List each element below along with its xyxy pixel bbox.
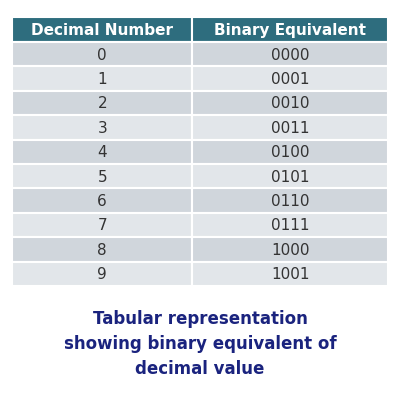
FancyBboxPatch shape [12, 140, 192, 164]
Text: 9: 9 [97, 267, 107, 282]
FancyBboxPatch shape [12, 189, 192, 213]
FancyBboxPatch shape [12, 213, 192, 238]
Text: Tabular representation
showing binary equivalent of
decimal value: Tabular representation showing binary eq… [64, 310, 336, 378]
FancyBboxPatch shape [192, 189, 388, 213]
FancyBboxPatch shape [192, 92, 388, 116]
Text: 1001: 1001 [271, 267, 310, 282]
FancyBboxPatch shape [192, 238, 388, 262]
FancyBboxPatch shape [192, 43, 388, 67]
Text: 1000: 1000 [271, 242, 310, 257]
Text: 0001: 0001 [271, 72, 310, 87]
FancyBboxPatch shape [12, 116, 192, 140]
Text: 2: 2 [98, 96, 107, 111]
FancyBboxPatch shape [12, 43, 192, 67]
Text: 6: 6 [97, 193, 107, 209]
FancyBboxPatch shape [192, 164, 388, 189]
FancyBboxPatch shape [12, 238, 192, 262]
Text: 0111: 0111 [271, 218, 310, 233]
FancyBboxPatch shape [192, 213, 388, 238]
Text: 3: 3 [97, 121, 107, 135]
Text: 7: 7 [98, 218, 107, 233]
FancyBboxPatch shape [192, 140, 388, 164]
Text: 0011: 0011 [271, 121, 310, 135]
FancyBboxPatch shape [192, 67, 388, 92]
Text: Decimal Number: Decimal Number [31, 23, 173, 38]
Text: 1: 1 [98, 72, 107, 87]
Text: 0101: 0101 [271, 169, 310, 184]
Text: 4: 4 [98, 145, 107, 160]
Text: 0010: 0010 [271, 96, 310, 111]
FancyBboxPatch shape [12, 92, 192, 116]
Text: 0000: 0000 [271, 47, 310, 63]
FancyBboxPatch shape [12, 164, 192, 189]
Text: 0100: 0100 [271, 145, 310, 160]
Text: 0: 0 [98, 47, 107, 63]
FancyBboxPatch shape [192, 116, 388, 140]
Text: 8: 8 [98, 242, 107, 257]
FancyBboxPatch shape [12, 18, 192, 43]
FancyBboxPatch shape [192, 18, 388, 43]
FancyBboxPatch shape [12, 67, 192, 92]
Text: 5: 5 [98, 169, 107, 184]
FancyBboxPatch shape [12, 262, 192, 286]
FancyBboxPatch shape [192, 262, 388, 286]
Text: 0110: 0110 [271, 193, 310, 209]
Text: Binary Equivalent: Binary Equivalent [214, 23, 366, 38]
